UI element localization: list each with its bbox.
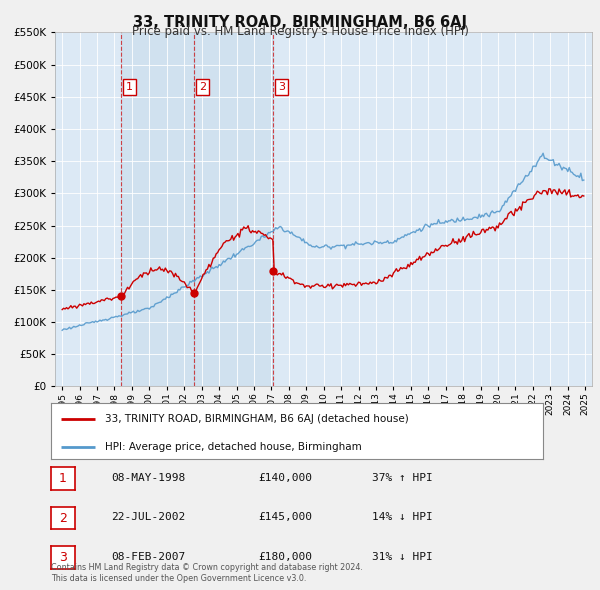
- Text: 33, TRINITY ROAD, BIRMINGHAM, B6 6AJ: 33, TRINITY ROAD, BIRMINGHAM, B6 6AJ: [133, 15, 467, 30]
- Bar: [121, 32, 194, 386]
- Text: 37% ↑ HPI: 37% ↑ HPI: [372, 473, 433, 483]
- Text: 14% ↓ HPI: 14% ↓ HPI: [372, 513, 433, 522]
- Text: 33, TRINITY ROAD, BIRMINGHAM, B6 6AJ (detached house): 33, TRINITY ROAD, BIRMINGHAM, B6 6AJ (de…: [105, 414, 409, 424]
- Bar: [194, 32, 273, 386]
- Text: 08-FEB-2007: 08-FEB-2007: [111, 552, 185, 562]
- Text: 3: 3: [59, 551, 67, 564]
- Text: 1: 1: [126, 82, 133, 92]
- Text: 31% ↓ HPI: 31% ↓ HPI: [372, 552, 433, 562]
- Text: Contains HM Land Registry data © Crown copyright and database right 2024.: Contains HM Land Registry data © Crown c…: [51, 563, 363, 572]
- Text: 08-MAY-1998: 08-MAY-1998: [111, 473, 185, 483]
- Text: £140,000: £140,000: [258, 473, 312, 483]
- Text: £180,000: £180,000: [258, 552, 312, 562]
- Text: £145,000: £145,000: [258, 513, 312, 522]
- Text: 1: 1: [59, 472, 67, 485]
- Text: This data is licensed under the Open Government Licence v3.0.: This data is licensed under the Open Gov…: [51, 574, 307, 583]
- Text: 2: 2: [59, 512, 67, 525]
- Text: 22-JUL-2002: 22-JUL-2002: [111, 513, 185, 522]
- Text: 2: 2: [199, 82, 206, 92]
- Text: Price paid vs. HM Land Registry's House Price Index (HPI): Price paid vs. HM Land Registry's House …: [131, 25, 469, 38]
- Text: HPI: Average price, detached house, Birmingham: HPI: Average price, detached house, Birm…: [105, 442, 362, 452]
- Text: 3: 3: [278, 82, 285, 92]
